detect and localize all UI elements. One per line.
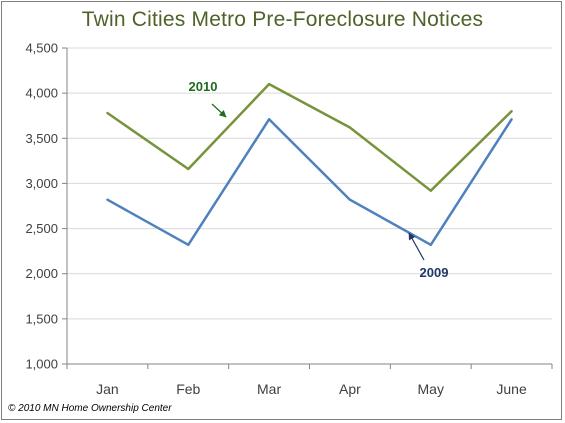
chart-title: Twin Cities Metro Pre-Foreclosure Notice…	[81, 8, 484, 31]
y-axis-ticks: 1,000 1,500 2,000 2,500 3,000 3,500 4,000 4,500	[25, 41, 67, 372]
series-line-2010	[106, 82, 513, 192]
gridlines	[67, 47, 552, 320]
series-line-2009	[106, 118, 513, 247]
data-point-2009	[187, 243, 190, 247]
x-tick-label: June	[496, 381, 527, 397]
x-tick-label: Mar	[257, 381, 281, 397]
data-point-2009	[348, 198, 352, 201]
data-point-2010	[187, 167, 190, 171]
y-tick-label: 3,500	[25, 131, 58, 146]
copyright-text: © 2010 MN Home Ownership Center	[8, 403, 172, 414]
y-tick-label: 2,500	[25, 221, 58, 236]
data-point-2009	[429, 243, 432, 247]
x-axis-ticks: Jan Feb Mar Apr May June	[66, 364, 553, 397]
annotation-arrow-2009	[408, 232, 425, 261]
data-point-2010	[429, 189, 432, 192]
data-point-2009	[267, 118, 271, 121]
x-tick-label: May	[418, 381, 444, 397]
annotation-label-2009: 2009	[420, 265, 449, 280]
annotation-label-2010: 2010	[189, 79, 218, 94]
y-tick-label: 4,000	[25, 86, 58, 101]
y-tick-label: 2,000	[25, 266, 58, 281]
y-tick-label: 3,000	[25, 176, 58, 191]
data-point-2009	[510, 118, 513, 121]
x-tick-label: Apr	[339, 381, 361, 397]
data-point-2010	[348, 126, 352, 129]
data-point-2010	[106, 111, 109, 115]
annotation-arrow-2010	[211, 103, 227, 118]
x-tick-label: Feb	[176, 381, 200, 397]
y-tick-label: 1,000	[25, 357, 58, 372]
axes	[66, 48, 552, 365]
data-point-2010	[267, 82, 271, 86]
y-tick-label: 1,500	[25, 311, 58, 326]
data-point-2009	[106, 198, 109, 201]
y-tick-label: 4,500	[25, 41, 58, 56]
annotations: 2010 2009	[189, 79, 449, 280]
series-lines	[106, 82, 513, 247]
x-tick-label: Jan	[96, 381, 119, 397]
data-point-2010	[510, 110, 513, 113]
